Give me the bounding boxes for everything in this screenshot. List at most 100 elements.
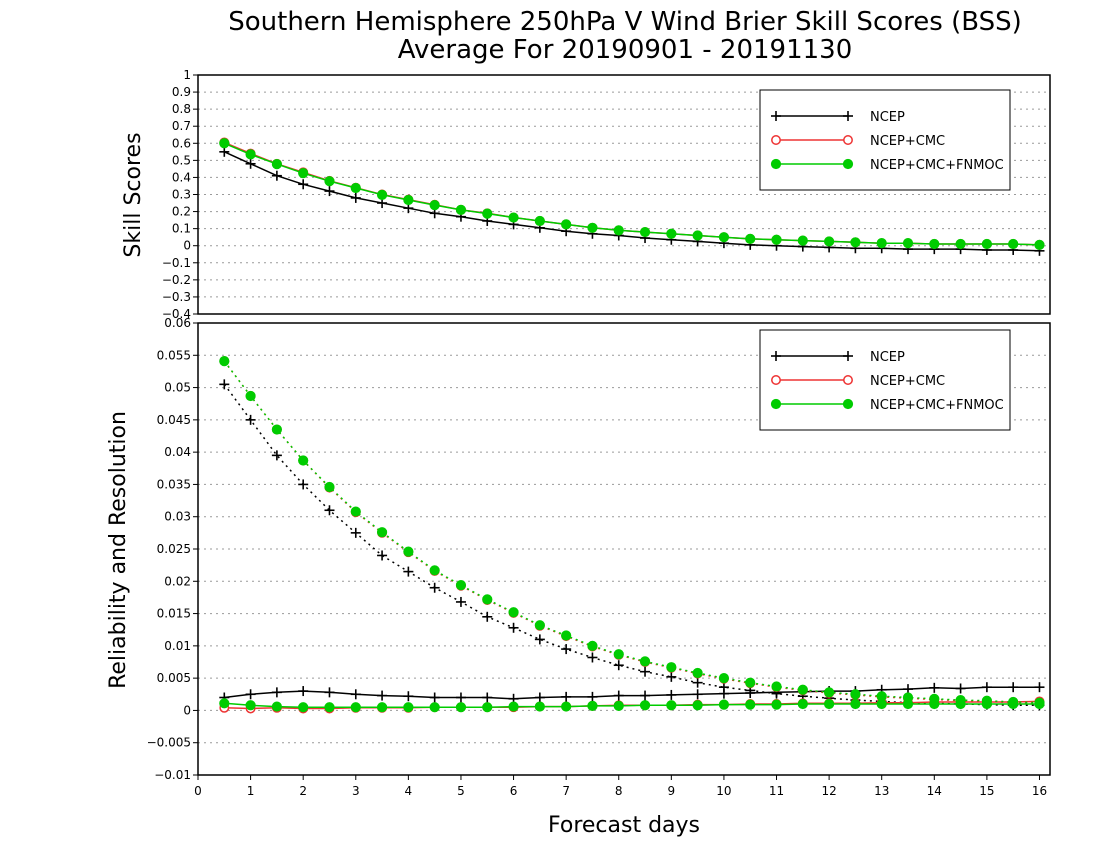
data-point bbox=[455, 596, 466, 607]
data-point bbox=[561, 630, 572, 641]
data-point bbox=[771, 681, 782, 692]
reliability-y-ticks: −0.01 −0.005 0 0.005 0.01 0.015 0.02 0.025 0.03 0… bbox=[147, 316, 198, 782]
data-point bbox=[271, 687, 282, 698]
data-point bbox=[376, 189, 388, 200]
data-point bbox=[692, 700, 703, 711]
data-point bbox=[843, 351, 853, 361]
x-tick-label: 7 bbox=[562, 784, 570, 798]
series-line bbox=[224, 702, 1040, 708]
y-tick-label: 0.8 bbox=[172, 102, 191, 116]
legend-item: NCEP bbox=[771, 110, 905, 125]
data-point bbox=[587, 691, 598, 702]
x-tick-label: 4 bbox=[405, 784, 413, 798]
x-axis-label: Forecast days bbox=[548, 813, 700, 838]
data-point bbox=[771, 111, 781, 121]
x-tick-label: 6 bbox=[510, 784, 518, 798]
y-tick-label: 0.02 bbox=[164, 574, 191, 588]
data-point bbox=[455, 692, 466, 703]
data-point bbox=[219, 698, 230, 709]
data-point bbox=[350, 689, 361, 700]
skill-score-y-label: Skill Scores bbox=[121, 132, 146, 257]
data-point bbox=[666, 700, 677, 711]
data-point bbox=[403, 566, 414, 577]
y-tick-label: 0.3 bbox=[172, 188, 191, 202]
data-point bbox=[482, 208, 493, 219]
reliability-series bbox=[219, 355, 1045, 714]
data-point bbox=[245, 390, 256, 402]
y-tick-label: 0.015 bbox=[157, 607, 191, 621]
data-point bbox=[350, 527, 361, 538]
series-ncep bbox=[219, 682, 1045, 704]
data-point bbox=[718, 699, 730, 710]
data-point bbox=[771, 375, 781, 385]
y-tick-label: −0.01 bbox=[154, 768, 191, 782]
data-point bbox=[745, 699, 756, 710]
data-point bbox=[692, 667, 703, 679]
legend-item: NCEP+CMC bbox=[771, 134, 945, 149]
data-point bbox=[771, 234, 782, 245]
x-tick-label: 8 bbox=[615, 784, 623, 798]
data-point bbox=[298, 179, 309, 190]
y-tick-label: 0.005 bbox=[157, 671, 191, 685]
y-tick-label: 0.1 bbox=[172, 222, 191, 236]
data-point bbox=[508, 212, 519, 223]
data-point bbox=[429, 702, 440, 713]
data-point bbox=[718, 232, 730, 243]
data-point bbox=[482, 611, 493, 622]
data-point bbox=[1008, 682, 1019, 693]
x-tick-label: 11 bbox=[769, 784, 784, 798]
data-point bbox=[324, 186, 335, 197]
chart-title: Southern Hemisphere 250hPa V Wind Brier … bbox=[228, 7, 1022, 37]
series-line bbox=[223, 360, 1040, 704]
data-point bbox=[639, 226, 651, 238]
data-point bbox=[245, 158, 256, 169]
reliability-y-label: Reliability and Resolution bbox=[106, 411, 131, 689]
skill-score-series bbox=[219, 137, 1045, 256]
legend-item: NCEP+CMC bbox=[771, 374, 945, 389]
data-point bbox=[902, 692, 914, 703]
data-point bbox=[640, 666, 651, 677]
data-point bbox=[981, 238, 992, 250]
skill-score-panel: −0.4 −0.3 −0.2 −0.1 0 0.1 0.2 0.3 0.4 0.5 0.6 0.7 0.… bbox=[121, 68, 1051, 321]
data-point bbox=[561, 219, 572, 230]
data-point bbox=[482, 594, 493, 605]
data-point bbox=[640, 690, 651, 701]
data-point bbox=[824, 687, 835, 698]
skill-score-y-ticks: −0.4 −0.3 −0.2 −0.1 0 0.1 0.2 0.3 0.4 0.5 0.6 0.7 0.… bbox=[162, 68, 198, 321]
skill-score-legend: NCEP NCEP+CMC NCEP+CMC+FNMOC bbox=[759, 89, 1011, 191]
data-point bbox=[377, 550, 388, 561]
data-point bbox=[981, 682, 992, 693]
y-tick-label: 0 bbox=[183, 703, 191, 717]
series-ncep-cmc-fnmoc bbox=[219, 698, 1045, 713]
data-point bbox=[639, 700, 651, 711]
y-tick-label: −0.3 bbox=[162, 290, 191, 304]
legend-label: NCEP+CMC bbox=[870, 134, 945, 149]
data-point bbox=[219, 379, 230, 390]
data-point bbox=[843, 375, 853, 385]
data-point bbox=[797, 698, 808, 710]
data-point bbox=[1034, 682, 1045, 693]
data-point bbox=[843, 111, 853, 121]
chart-subtitle: Average For 20190901 - 20191130 bbox=[398, 35, 853, 65]
x-tick-label: 1 bbox=[247, 784, 255, 798]
data-point bbox=[350, 182, 361, 194]
data-point bbox=[324, 176, 335, 187]
y-tick-label: 0.03 bbox=[164, 510, 191, 524]
y-tick-label: 0.05 bbox=[164, 381, 191, 395]
data-point bbox=[955, 694, 966, 706]
data-point bbox=[534, 215, 545, 227]
data-point bbox=[797, 235, 808, 246]
data-point bbox=[981, 695, 992, 706]
data-point bbox=[770, 158, 782, 170]
legend-label: NCEP bbox=[870, 350, 905, 365]
data-point bbox=[718, 682, 729, 693]
data-point bbox=[271, 424, 282, 435]
data-point bbox=[745, 233, 756, 244]
y-tick-label: −0.1 bbox=[162, 256, 191, 270]
legend-label: NCEP+CMC bbox=[870, 374, 945, 389]
data-point bbox=[350, 192, 361, 203]
data-point bbox=[403, 691, 414, 702]
data-point bbox=[482, 702, 493, 713]
legend-label: NCEP+CMC+FNMOC bbox=[870, 158, 1004, 173]
x-tick-label: 2 bbox=[299, 784, 307, 798]
